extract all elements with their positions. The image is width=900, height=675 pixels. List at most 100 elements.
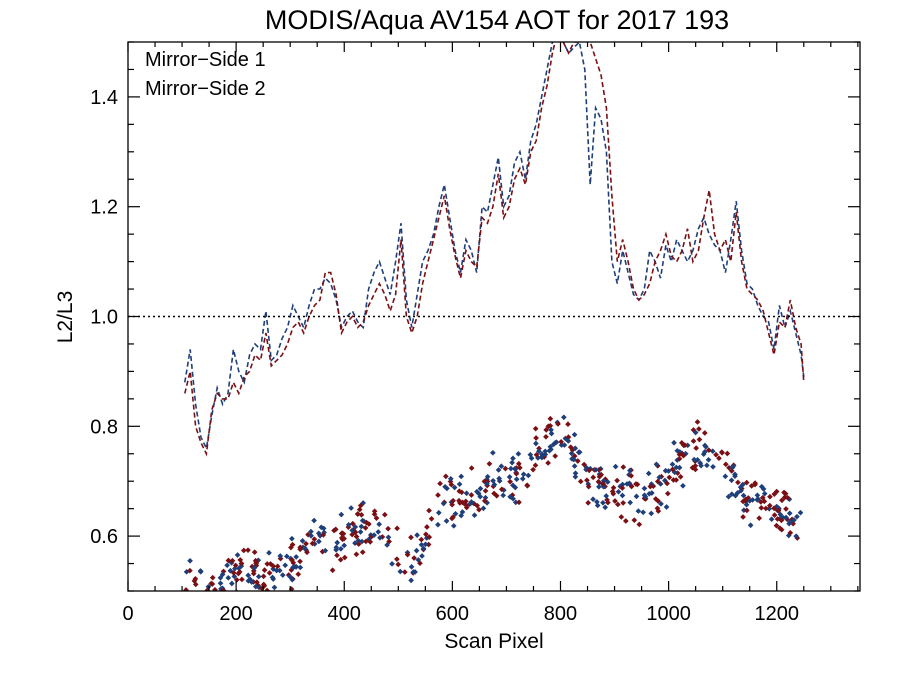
scatter-point-mirror-side-1 (703, 443, 709, 450)
scatter-point-mirror-side-2 (763, 505, 769, 512)
scatter-point-mirror-side-1 (357, 529, 364, 535)
scatter-point-mirror-side-1 (515, 451, 522, 457)
scatter-point-mirror-side-2 (631, 517, 638, 523)
scatter-point-mirror-side-2 (598, 471, 605, 478)
scatter-point-mirror-side-2 (771, 491, 778, 497)
scatter-point-mirror-side-2 (565, 421, 571, 428)
scatter-point-mirror-side-1 (612, 463, 619, 470)
scatter-point-mirror-side-2 (209, 574, 216, 581)
scatter-point-mirror-side-1 (649, 490, 655, 496)
scatter-point-mirror-side-2 (696, 436, 703, 443)
scatter-point-mirror-side-1 (754, 497, 761, 503)
y-tick-label: 0.8 (90, 416, 118, 438)
scatter-point-mirror-side-1 (747, 522, 754, 529)
y-tick-label: 1.4 (90, 87, 118, 109)
y-tick-label: 0.6 (90, 526, 118, 548)
scatter-point-mirror-side-2 (628, 472, 634, 479)
x-tick-label: 400 (328, 603, 361, 625)
scatter-point-mirror-side-2 (758, 505, 765, 511)
scatter-point-mirror-side-1 (287, 573, 293, 580)
scatter-point-mirror-side-1 (197, 568, 204, 574)
scatter-point-mirror-side-1 (480, 505, 487, 512)
scatter-point-mirror-side-1 (571, 463, 578, 469)
scatter-point-mirror-side-2 (713, 451, 719, 458)
scatter-point-mirror-side-2 (781, 489, 787, 496)
scatter-point-mirror-side-2 (270, 563, 277, 569)
scatter-point-mirror-side-1 (408, 577, 414, 584)
scatter-point-mirror-side-1 (458, 473, 465, 480)
scatter-point-mirror-side-1 (451, 484, 458, 491)
scatter-point-mirror-side-1 (468, 499, 475, 505)
scatter-point-mirror-side-1 (414, 532, 420, 538)
scatter-point-mirror-side-1 (536, 448, 542, 455)
scatter-point-mirror-side-1 (520, 471, 527, 478)
scatter-point-mirror-side-2 (481, 498, 488, 504)
scatter-point-mirror-side-1 (694, 456, 701, 463)
scatter-point-mirror-side-1 (440, 500, 447, 507)
scatter-point-mirror-side-2 (353, 551, 360, 558)
y-tick-label: 1.2 (90, 197, 118, 219)
scatter-point-mirror-side-2 (468, 465, 475, 471)
x-tick-label: 1000 (646, 603, 691, 625)
x-tick-label: 600 (436, 603, 469, 625)
scatter-point-mirror-side-2 (402, 569, 408, 575)
scatter-point-mirror-side-2 (723, 461, 729, 468)
scatter-point-mirror-side-2 (614, 477, 620, 484)
scatter-point-mirror-side-1 (484, 473, 491, 480)
scatter-point-mirror-side-1 (572, 473, 579, 480)
scatter-point-mirror-side-2 (371, 508, 378, 515)
scatter-point-mirror-side-2 (682, 442, 688, 449)
scatter-point-mirror-side-2 (756, 515, 763, 521)
scatter-point-mirror-side-2 (329, 567, 336, 574)
scatter-point-mirror-side-1 (419, 553, 425, 559)
scatter-point-mirror-side-1 (704, 462, 710, 469)
scatter-point-mirror-side-2 (476, 506, 482, 513)
scatter-point-mirror-side-2 (341, 535, 347, 542)
scatter-point-mirror-side-2 (533, 451, 540, 458)
scatter-point-mirror-side-2 (303, 540, 309, 547)
scatter-point-mirror-side-2 (502, 465, 509, 472)
scatter-point-mirror-side-2 (295, 571, 302, 578)
x-axis-label: Scan Pixel (444, 630, 543, 653)
scatter-point-mirror-side-1 (746, 497, 753, 504)
scatter-point-mirror-side-1 (627, 499, 633, 506)
scatter-point-mirror-side-1 (495, 467, 502, 473)
scatter-point-mirror-side-1 (252, 583, 259, 590)
x-tick-label: 800 (544, 603, 577, 625)
scatter-point-mirror-side-1 (786, 520, 792, 527)
scatter-point-mirror-side-1 (333, 547, 339, 553)
scatter-point-mirror-side-1 (786, 510, 793, 517)
scatter-point-mirror-side-1 (669, 461, 676, 468)
scatter-point-mirror-side-1 (641, 485, 648, 492)
series-lines (184, 42, 805, 457)
scatter-point-mirror-side-1 (316, 538, 322, 545)
scatter-point-mirror-side-2 (615, 501, 621, 508)
scatter-point-mirror-side-2 (647, 483, 654, 490)
scatter-point-mirror-side-1 (550, 441, 557, 448)
scatter-point-mirror-side-1 (709, 448, 716, 455)
scatter-point-mirror-side-1 (443, 518, 450, 524)
scatter-point-mirror-side-1 (542, 451, 549, 458)
scatter-point-mirror-side-1 (732, 471, 738, 478)
scatter-point-mirror-side-2 (620, 500, 626, 506)
scatter-point-mirror-side-2 (783, 506, 789, 512)
scatter-point-mirror-side-2 (411, 555, 417, 561)
scatter-point-mirror-side-1 (266, 601, 272, 607)
scatter-point-mirror-side-1 (255, 573, 262, 580)
scatter-point-mirror-side-1 (490, 449, 496, 456)
scatter-point-mirror-side-2 (304, 549, 310, 556)
scatter-point-mirror-side-1 (728, 491, 735, 498)
scatter-point-mirror-side-2 (212, 586, 218, 591)
scatter-point-mirror-side-1 (624, 481, 630, 487)
scatter-point-mirror-side-1 (511, 465, 518, 472)
scatter-point-mirror-side-1 (371, 532, 377, 538)
scatter-point-mirror-side-2 (735, 479, 741, 486)
scatter-point-mirror-side-2 (513, 470, 520, 477)
scatter-point-mirror-side-2 (524, 482, 530, 489)
scatter-point-mirror-side-1 (725, 493, 732, 500)
scatter-point-mirror-side-2 (517, 464, 523, 471)
scatter-point-mirror-side-1 (698, 462, 704, 469)
series-line-mirror-side-1 (184, 42, 805, 451)
scatter-point-mirror-side-1 (539, 451, 545, 458)
scatter-point-mirror-side-1 (334, 539, 341, 546)
